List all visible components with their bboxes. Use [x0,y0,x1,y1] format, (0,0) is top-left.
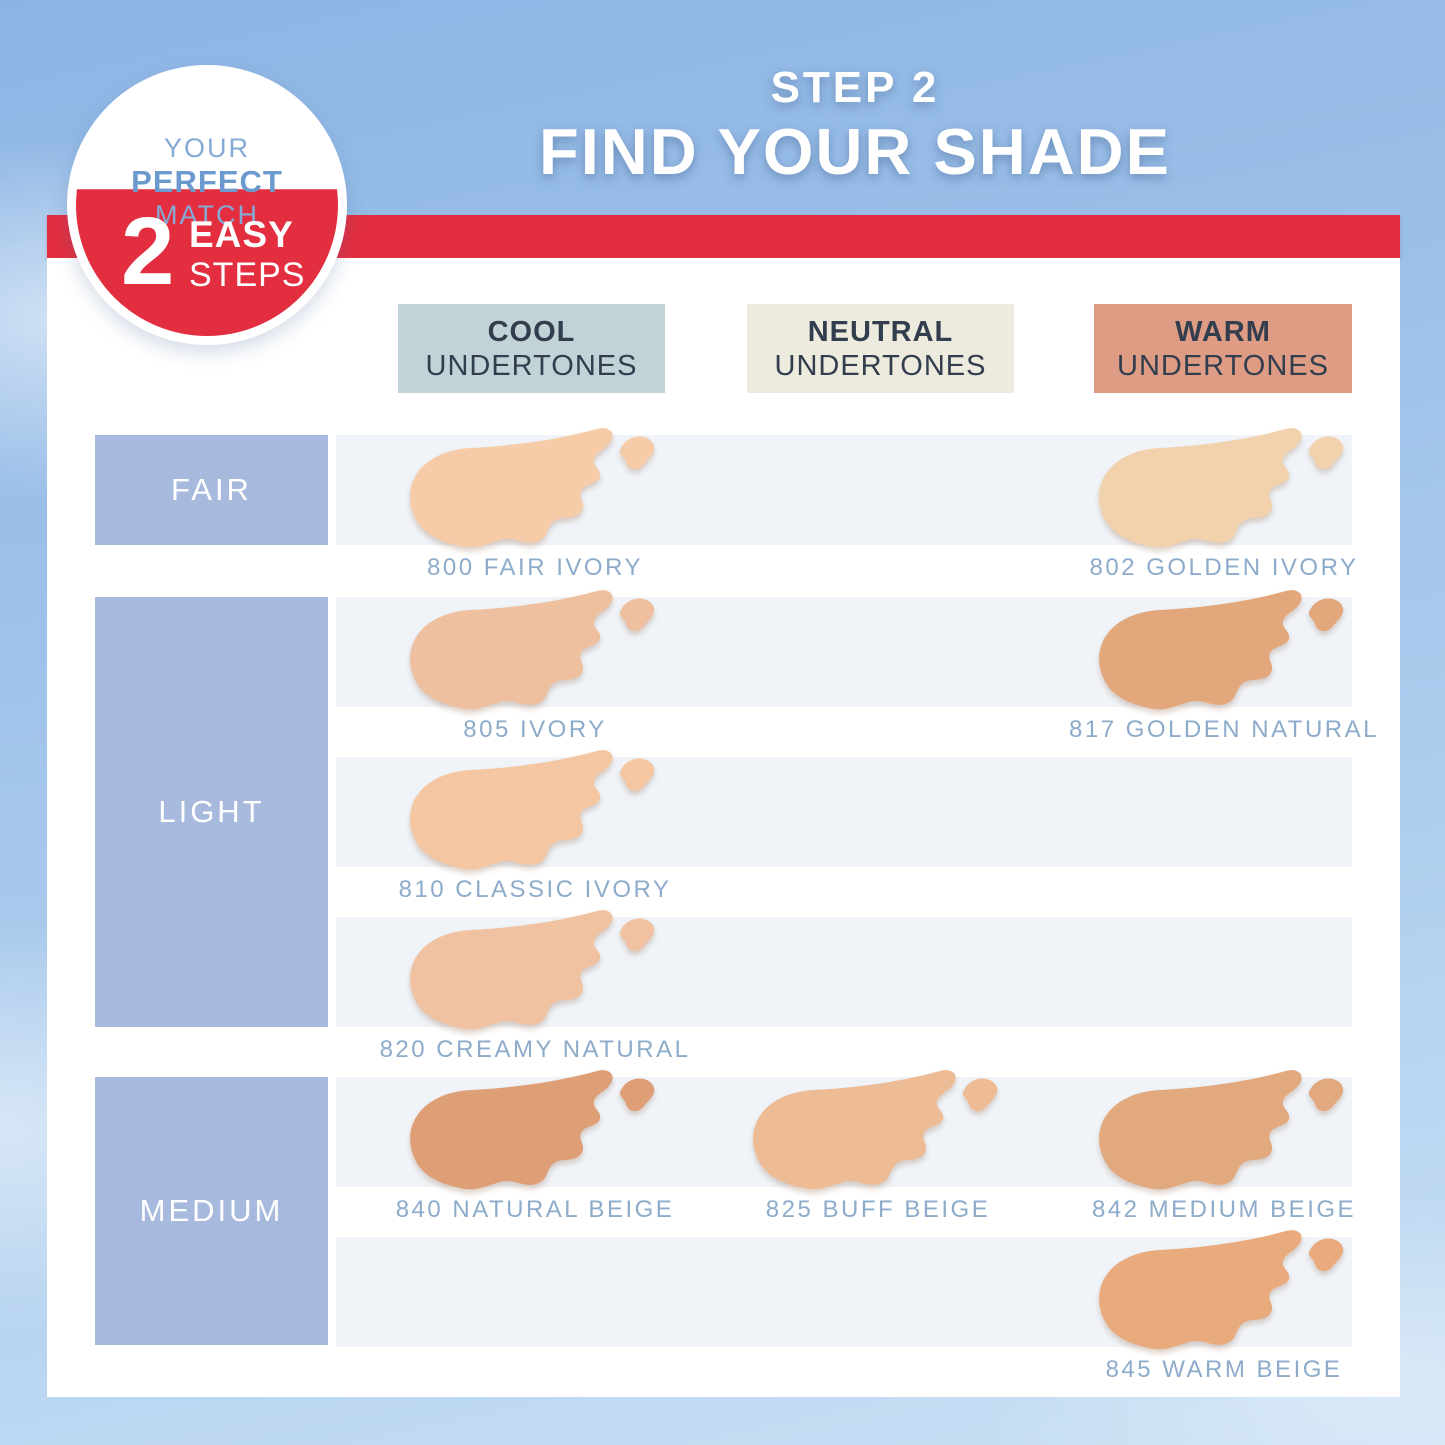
badge-steps-label: STEPS [189,256,306,294]
swatch-820-creamy-natural [395,904,675,1054]
column-header-cool-undertones: UNDERTONES [425,349,638,382]
step-label: STEP 2 [770,63,940,112]
column-header-cool: COOL UNDERTONES [398,304,665,393]
shade-label-845: 845 WARM BEIGE [1105,1356,1343,1383]
swatch-805-ivory [395,584,675,734]
shade-label-810: 810 CLASSIC IVORY [398,876,672,903]
row-label-light-text: LIGHT [158,794,265,829]
swatch-845-warm-beige [1084,1224,1364,1374]
column-header-neutral-undertones: UNDERTONES [774,349,987,382]
shade-label-800: 800 FAIR IVORY [427,554,643,581]
column-header-neutral-word: NEUTRAL [807,315,954,348]
row-label-medium-text: MEDIUM [139,1193,284,1228]
shade-label-842: 842 MEDIUM BEIGE [1091,1196,1357,1223]
shade-label-820: 820 CREAMY NATURAL [379,1036,691,1063]
row-label-light: LIGHT [95,597,328,1027]
swatch-825-buff-beige [738,1064,1018,1214]
swatch-800-fair-ivory [395,422,675,572]
swatch-842-medium-beige [1084,1064,1364,1214]
shade-label-802: 802 GOLDEN IVORY [1089,554,1359,581]
column-header-warm-undertones: UNDERTONES [1117,349,1329,382]
badge-easy-label: EASY [189,214,294,255]
swatch-817-golden-natural [1084,584,1364,734]
swatch-840-natural-beige [395,1064,675,1214]
row-label-fair-text: FAIR [171,472,252,507]
page-title: FIND YOUR SHADE [539,115,1171,188]
swatch-810-classic-ivory [395,744,675,894]
column-header-warm: WARM UNDERTONES [1094,304,1352,393]
badge-line-match: MATCH [155,200,259,230]
badge-line-perfect: PERFECT [131,164,283,199]
column-header-cool-word: COOL [487,315,576,348]
shade-label-805: 805 IVORY [463,716,607,743]
shade-label-817: 817 GOLDEN NATURAL [1069,716,1379,743]
column-header-warm-word: WARM [1175,315,1271,348]
badge-step-number: 2 [121,198,175,305]
badge-line-your: YOUR [163,133,250,163]
perfect-match-badge: YOUR PERFECT MATCH 2 EASY STEPS [67,65,347,345]
shade-label-840: 840 NATURAL BEIGE [395,1196,675,1223]
column-header-neutral: NEUTRAL UNDERTONES [747,304,1014,393]
row-label-fair: FAIR [95,435,328,545]
shade-label-825: 825 BUFF BEIGE [765,1196,991,1223]
swatch-802-golden-ivory [1084,422,1364,572]
row-label-medium: MEDIUM [95,1077,328,1345]
